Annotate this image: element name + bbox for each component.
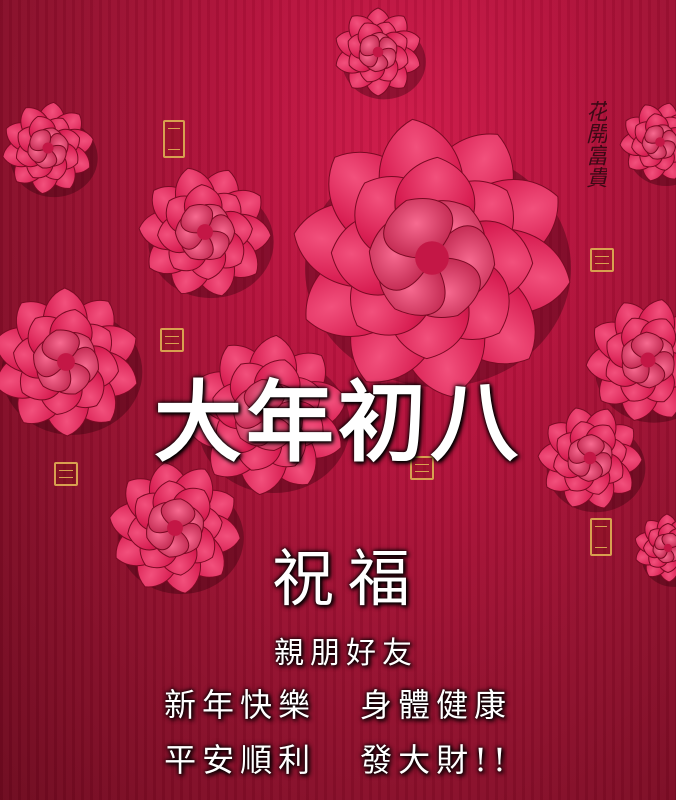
seal-stamp-icon bbox=[160, 328, 184, 352]
paper-flower-icon bbox=[0, 287, 143, 437]
calligraphy-signature: 花開富貴 bbox=[582, 100, 607, 188]
wish-happy-new-year: 新年快樂 bbox=[163, 686, 316, 724]
paper-flower-icon bbox=[138, 167, 274, 299]
paper-flower-icon bbox=[634, 513, 676, 587]
seal-stamp-icon bbox=[410, 456, 434, 480]
blessing-heading: 祝福 bbox=[271, 542, 424, 615]
paper-flower-icon bbox=[293, 118, 571, 398]
greeting-line-3: 平安順利 發大財!! bbox=[0, 735, 676, 781]
wish-smooth-sailing: 平安順利 bbox=[164, 741, 317, 779]
card-title: 大年初八 bbox=[153, 370, 522, 474]
seal-stamp-icon bbox=[590, 248, 614, 272]
wish-good-health: 身體健康 bbox=[360, 686, 513, 724]
paper-flower-icon bbox=[109, 462, 244, 595]
greeting-line-2: 新年快樂 身體健康 bbox=[0, 680, 676, 726]
greeting-line-friends: 親朋好友 bbox=[274, 636, 418, 671]
paper-flower-icon bbox=[537, 407, 646, 513]
seal-stamp-icon bbox=[590, 518, 612, 556]
paper-flower-icon bbox=[585, 299, 676, 423]
paper-flower-icon bbox=[335, 7, 426, 100]
seal-stamp-icon bbox=[54, 462, 78, 486]
paper-flower-icon bbox=[619, 102, 676, 186]
seal-stamp-icon bbox=[163, 120, 185, 158]
paper-flower-icon bbox=[2, 101, 98, 198]
paper-flower-icon bbox=[189, 334, 350, 496]
wish-prosperity: 發大財!! bbox=[360, 741, 512, 779]
